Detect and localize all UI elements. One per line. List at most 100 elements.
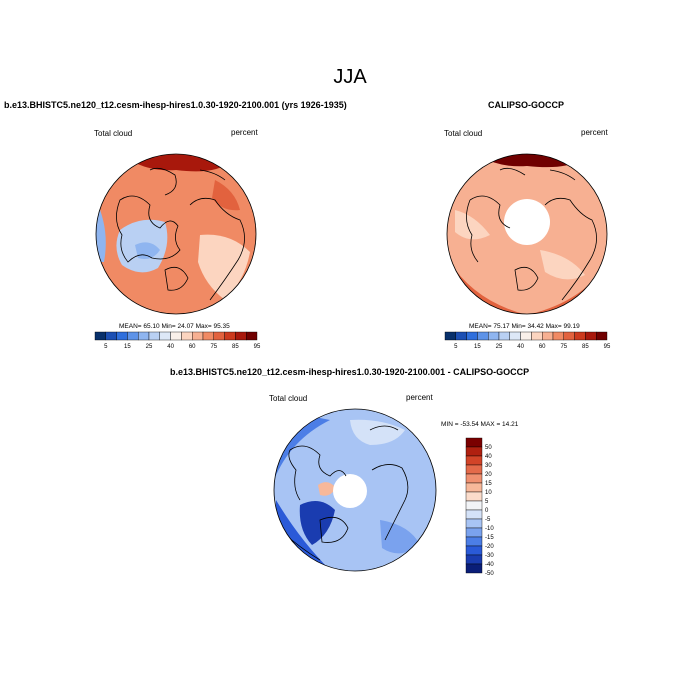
panel2-colorbar: 5 15 25 40 60 75 85 95 <box>444 331 611 350</box>
colorbar-swatch <box>465 527 483 538</box>
colorbar-swatch <box>116 331 128 341</box>
colorbar-swatch <box>213 331 225 341</box>
figure-title: JJA <box>333 66 367 88</box>
panel2-title: CALIPSO-GOCCP <box>488 100 565 110</box>
panel2-stats: MEAN= 75.17 Min= 34.42 Max= 99.19 <box>469 323 580 330</box>
colorbar-swatch <box>509 331 521 341</box>
colorbar-tick-label: 15 <box>474 344 481 350</box>
colorbar-tick-label: 85 <box>582 344 589 350</box>
panel2-map-border <box>446 153 608 315</box>
colorbar-tick-label: 50 <box>485 445 492 451</box>
colorbar-swatch <box>465 509 483 520</box>
colorbar-tick-label: -15 <box>485 535 494 541</box>
colorbar-tick-label: -10 <box>485 526 494 532</box>
colorbar-tick-label: 95 <box>254 344 261 350</box>
colorbar-tick-label: -5 <box>485 517 491 523</box>
colorbar-tick-label: 60 <box>539 344 546 350</box>
panel3-greenland-low <box>299 501 335 545</box>
panel1-coastlines <box>116 167 245 301</box>
colorbar-swatch <box>148 331 161 341</box>
colorbar-tick-label: 40 <box>167 344 174 350</box>
colorbar-tick-label: 30 <box>485 463 492 469</box>
panel1-units: percent <box>231 128 258 137</box>
colorbar-swatch <box>245 331 258 341</box>
colorbar-swatch <box>137 331 150 341</box>
panel1-title: b.e13.BHISTC5.ne120_t12.cesm-ihesp-hires… <box>4 100 347 110</box>
colorbar-tick-label: 25 <box>496 344 503 350</box>
colorbar-swatch <box>181 331 193 341</box>
panel2-missing-data-hole <box>504 199 550 245</box>
panel3-variable-label: Total cloud <box>269 394 308 403</box>
colorbar-tick-label: 25 <box>146 344 153 350</box>
colorbar-swatch <box>520 331 532 341</box>
colorbar-swatch <box>465 464 483 475</box>
colorbar-swatch <box>542 331 554 341</box>
colorbar-tick-label: 20 <box>485 472 492 478</box>
colorbar-swatch <box>585 331 597 341</box>
colorbar-swatch <box>465 500 483 511</box>
panel3-north-neutral <box>350 419 405 445</box>
colorbar-swatch <box>465 437 483 448</box>
colorbar-swatch <box>466 331 478 341</box>
colorbar-swatch <box>465 482 483 493</box>
colorbar-tick-label: 40 <box>517 344 524 350</box>
panel3-units: percent <box>406 393 433 402</box>
colorbar-tick-label: 75 <box>210 344 217 350</box>
colorbar-swatch <box>552 331 565 341</box>
colorbar-swatch <box>477 331 489 341</box>
panel2-coastlines <box>466 167 597 301</box>
panel1-colorbar: 5 15 25 40 60 75 85 95 <box>94 331 261 350</box>
panel1-base-field <box>96 154 256 314</box>
colorbar-swatch <box>235 331 247 341</box>
colorbar-tick-label: 85 <box>232 344 239 350</box>
colorbar-swatch <box>94 331 107 341</box>
colorbar-swatch <box>170 331 182 341</box>
panel3-stats: MIN = -53.54 MAX = 14.21 <box>441 421 519 428</box>
colorbar-tick-label: -50 <box>485 571 494 577</box>
colorbar-swatch <box>159 331 171 341</box>
colorbar-swatch <box>596 331 608 341</box>
colorbar-tick-label: -40 <box>485 562 494 568</box>
colorbar-tick-label: 95 <box>604 344 611 350</box>
panel2-variable-label: Total cloud <box>444 129 483 138</box>
colorbar-tick-label: 15 <box>124 344 131 350</box>
panel3-title: b.e13.BHISTC5.ne120_t12.cesm-ihesp-hires… <box>170 367 530 377</box>
colorbar-tick-label: 60 <box>189 344 196 350</box>
panel3-se-low <box>380 520 420 554</box>
colorbar-swatch <box>465 545 483 556</box>
panel2-units: percent <box>581 128 608 137</box>
colorbar-swatch <box>465 491 483 502</box>
panel1-siberia-high <box>212 180 240 211</box>
colorbar-swatch <box>465 563 483 574</box>
panel3-map-border <box>273 408 437 572</box>
colorbar-tick-label: 5 <box>485 499 489 505</box>
panel3-positive-spot <box>318 482 336 496</box>
colorbar-swatch <box>465 536 483 547</box>
colorbar-tick-label: 5 <box>454 344 458 350</box>
colorbar-swatch <box>191 331 204 341</box>
colorbar-tick-label: -20 <box>485 544 494 550</box>
panel1-eurasia-mid <box>198 234 250 300</box>
panel1-variable-label: Total cloud <box>94 129 133 138</box>
panel1-map <box>96 154 256 314</box>
panel1-stats: MEAN= 65.10 Min= 24.07 Max= 95.35 <box>119 323 230 330</box>
colorbar-swatch <box>202 331 215 341</box>
colorbar-swatch <box>574 331 586 341</box>
colorbar-tick-label: 5 <box>104 344 108 350</box>
colorbar-tick-label: 15 <box>485 481 492 487</box>
colorbar-tick-label: 40 <box>485 454 492 460</box>
colorbar-swatch <box>465 518 483 529</box>
colorbar-swatch <box>465 473 483 484</box>
colorbar-swatch <box>498 331 511 341</box>
colorbar-swatch <box>455 331 467 341</box>
colorbar-tick-label: 10 <box>485 490 492 496</box>
panel1-map-border <box>95 153 257 315</box>
colorbar-swatch <box>563 331 575 341</box>
colorbar-swatch <box>127 331 139 341</box>
colorbar-swatch <box>465 554 483 565</box>
panel2-east-mid <box>540 250 585 280</box>
colorbar-tick-label: -30 <box>485 553 494 559</box>
colorbar-swatch <box>465 455 483 466</box>
